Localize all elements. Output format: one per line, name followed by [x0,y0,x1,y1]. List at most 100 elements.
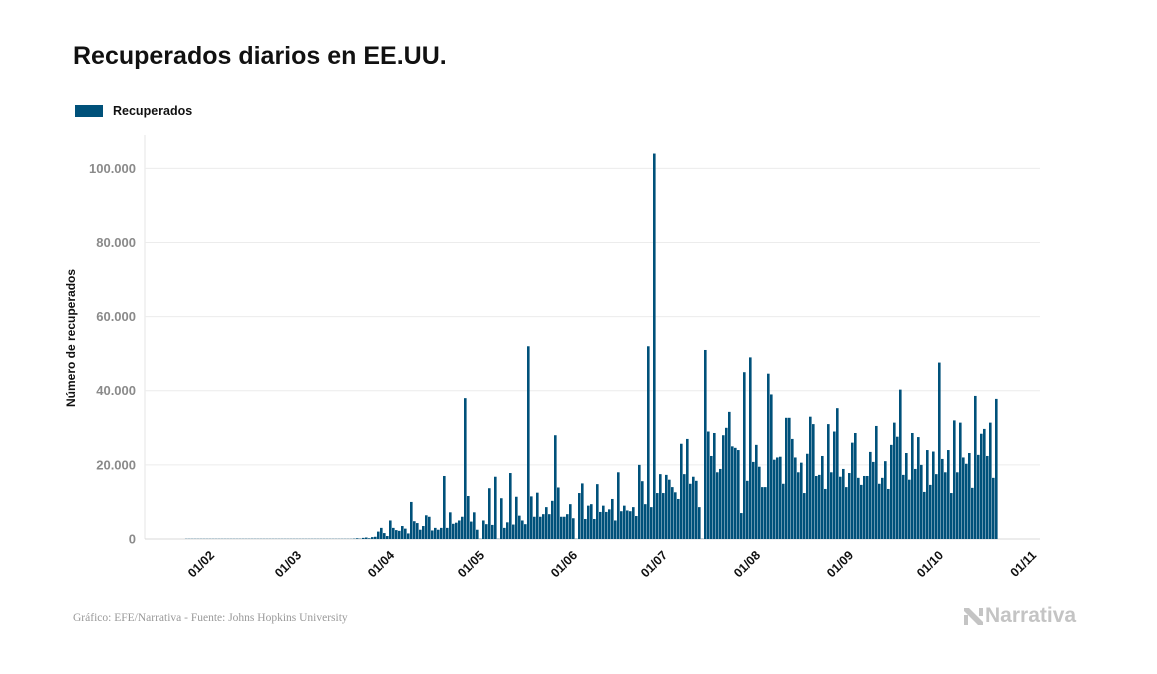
narrativa-logo-icon [964,608,983,625]
x-tick-label: 01/09 [824,548,856,580]
bars [185,153,998,539]
bar [452,523,455,539]
source-credit: Gráfico: EFE/Narrativa - Fuente: Johns H… [73,612,348,624]
bar [611,498,614,539]
bar [689,483,692,539]
bar [227,538,230,539]
bar [293,538,296,539]
bar [974,395,977,539]
gridlines [144,135,1040,540]
bar [578,493,581,539]
bar [584,518,587,539]
x-tick-label: 01/03 [272,548,304,580]
bar [869,451,872,539]
bar [536,492,539,539]
bar [866,475,869,539]
bar [200,538,203,539]
x-tick-label: 01/04 [365,548,397,580]
bar [491,524,494,539]
bar [881,477,884,539]
bar [365,537,368,539]
bar [341,538,344,539]
bar [929,484,932,539]
y-tick-label: 20.000 [96,457,136,472]
bar [740,513,743,539]
bar [446,527,449,539]
bar [467,496,470,539]
bar [671,487,674,539]
bar [884,461,887,539]
bar [425,515,428,539]
bar [926,450,929,539]
bar [851,442,854,539]
bar [641,481,644,539]
bar [221,538,224,539]
bar [749,357,752,539]
bar [338,538,341,539]
bar [506,522,509,539]
bar [971,487,974,539]
x-tick-label: 01/05 [455,548,487,580]
bar [194,538,197,539]
bar [716,472,719,539]
bar [464,398,467,539]
bar [254,538,257,539]
chart-title: Recuperados diarios en EE.UU. [73,42,447,70]
bar [875,425,878,539]
bar [809,416,812,539]
bar [266,538,269,539]
bar [563,516,566,539]
y-tick-label: 80.000 [96,235,136,250]
bar [395,530,398,539]
bar [677,498,680,539]
bar [374,536,377,539]
bar [899,389,902,539]
bar [203,538,206,539]
y-tick-label: 100.000 [89,161,136,176]
bar [440,527,443,539]
bar [620,511,623,539]
bar [527,346,530,539]
bar [428,516,431,539]
bar [968,453,971,539]
bar [317,538,320,539]
bar [362,537,365,539]
bar [497,538,500,539]
x-tick-label: 01/02 [185,548,217,580]
bar [623,505,626,539]
bar [503,527,506,539]
bar [545,507,548,539]
bar [212,538,215,539]
bar [890,444,893,539]
bar [296,538,299,539]
bar [788,417,791,539]
bar [389,520,392,539]
bar [722,435,725,539]
bar [434,527,437,539]
bar [710,455,713,539]
bar [377,531,380,539]
bar [650,507,653,539]
bar [209,538,212,539]
bar [686,438,689,539]
bar [755,444,758,539]
bar [272,538,275,539]
bar [524,524,527,539]
bar [224,538,227,539]
bar [206,538,209,539]
bar [767,373,770,539]
bar [236,538,239,539]
bar [965,463,968,539]
bar [944,472,947,539]
bar [308,538,311,539]
bar [950,493,953,539]
bar [431,530,434,539]
bar [185,538,188,539]
bar [863,475,866,539]
bar [758,466,761,539]
bar [653,153,656,539]
bar [590,504,593,539]
bar [551,500,554,539]
bar [404,528,407,539]
